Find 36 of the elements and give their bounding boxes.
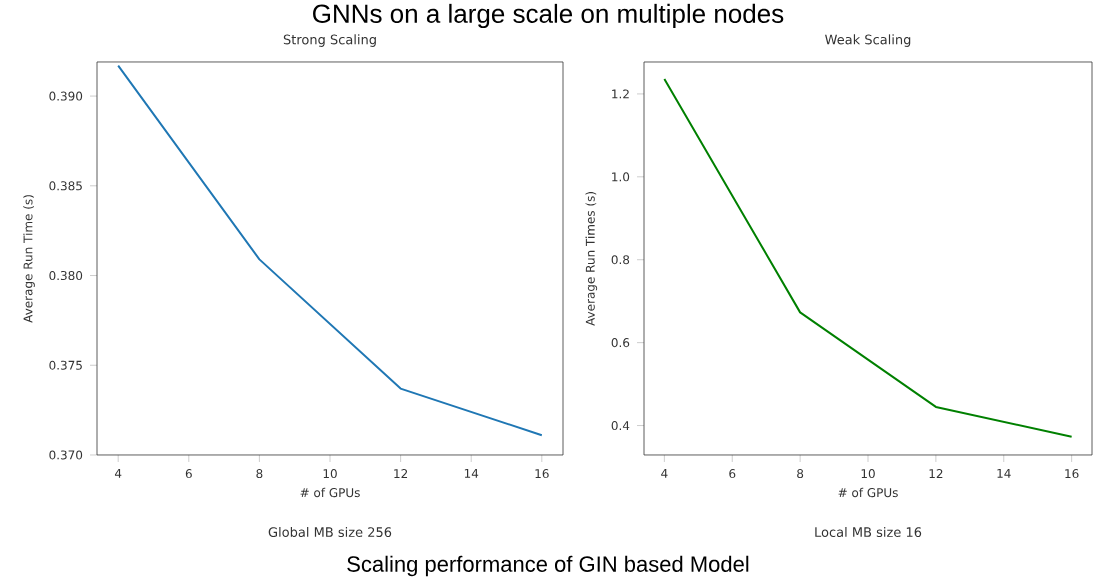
y-tick-label: 0.390: [49, 91, 83, 101]
x-tick-label: 12: [929, 469, 943, 478]
x-tick-label: 4: [661, 469, 668, 478]
x-tick-label: 6: [185, 469, 192, 479]
x-tick-label: 12: [394, 469, 408, 478]
y-tick-label: 0.4: [611, 421, 630, 431]
text: Global MB size 256: [268, 526, 392, 538]
y-tick-label: 0.8: [611, 255, 630, 265]
x-tick-label: 6: [729, 469, 736, 479]
chart-title: Weak Scaling: [825, 34, 911, 47]
y-tick-label: 0.380: [49, 270, 83, 281]
y-tick-label: 1.2: [612, 89, 629, 99]
x-tick-label: 16: [1065, 469, 1079, 479]
line-series: [117, 64, 543, 437]
x-tick-label: 14: [997, 469, 1011, 478]
y-tick-label: 1.0: [612, 172, 630, 182]
x-tick-label: 10: [861, 469, 875, 479]
text: Scaling performance of GIN based Model: [347, 555, 749, 577]
x-tick-label: 14: [464, 469, 479, 478]
chart-title: Strong Scaling: [283, 34, 376, 47]
x-tick-label: 16: [535, 469, 549, 479]
text: GNNs on a large scale on multiple nodes: [313, 3, 784, 29]
y-tick-label: 0.375: [49, 360, 82, 370]
y-axis-title: Average Run Time (s): [23, 195, 35, 323]
y-axis-title: Average Run Times (s): [585, 192, 598, 326]
y-tick-label: 0.370: [49, 450, 83, 460]
x-tick-label: 10: [323, 469, 337, 479]
x-tick-label: 8: [256, 469, 263, 479]
y-tick-label: 0.6: [611, 338, 630, 348]
y-tick-label: 0.385: [49, 181, 82, 191]
x-axis-title: # of GPUs: [838, 487, 898, 498]
x-tick-label: 8: [797, 469, 804, 479]
line-series: [663, 77, 1073, 438]
x-tick-label: 4: [114, 469, 122, 478]
x-axis-title: # of GPUs: [300, 487, 360, 498]
text: Local MB size 16: [815, 526, 922, 538]
